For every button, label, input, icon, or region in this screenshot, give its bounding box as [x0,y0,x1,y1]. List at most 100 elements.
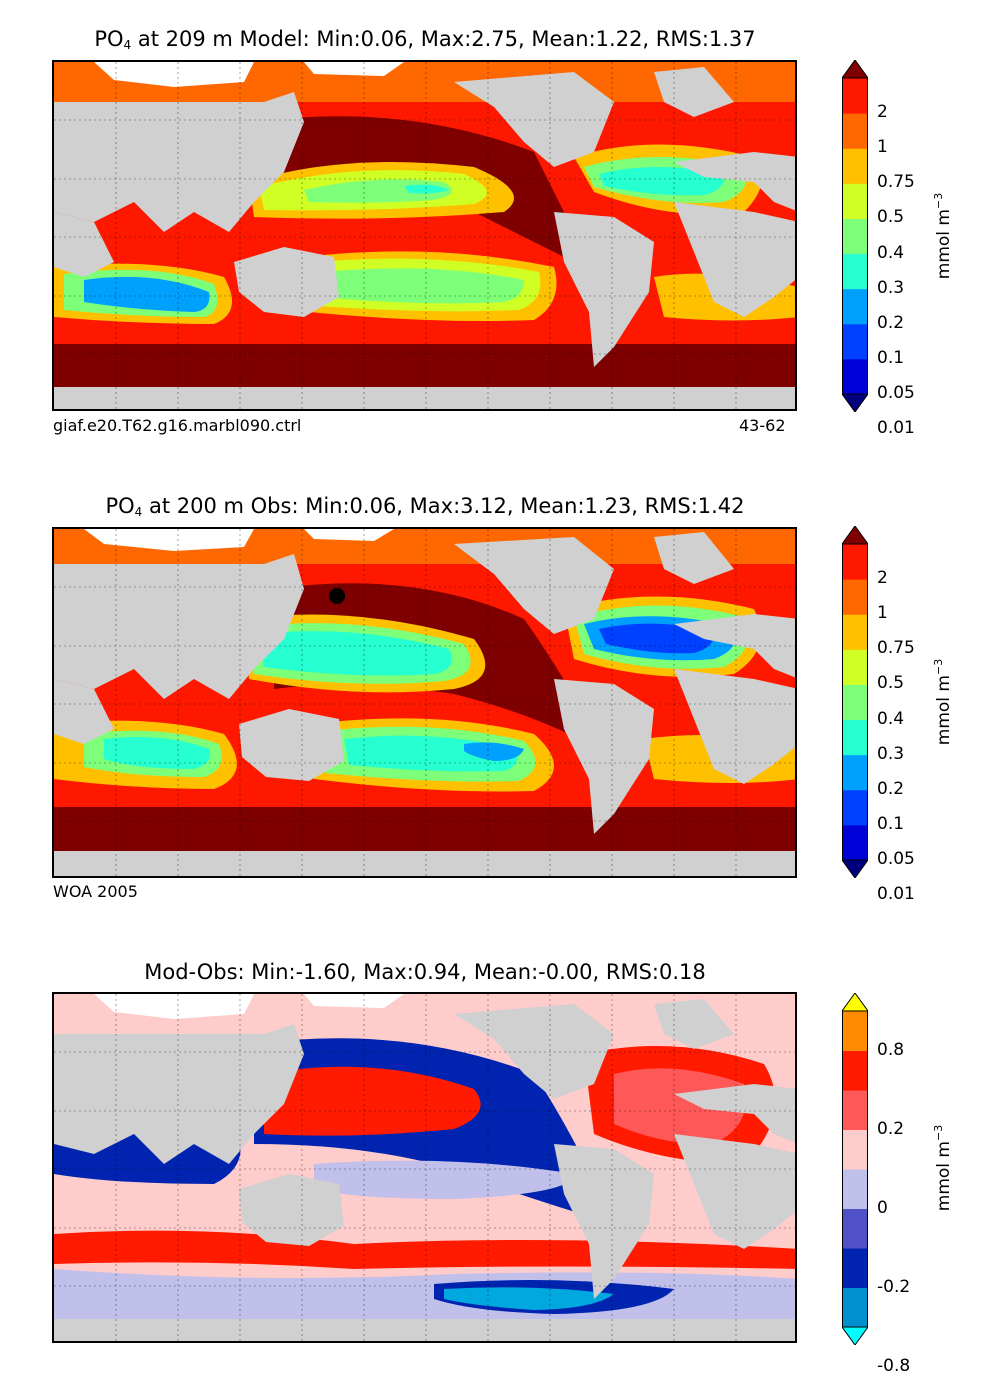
colorbar-tick-label: 0.4 [877,708,905,729]
colorbar-extend-min [842,859,868,878]
diff-colorbar [842,993,868,1345]
colorbar-segment [842,1090,868,1130]
model-land-greenland [654,67,734,117]
diff-eq-lav [314,1160,574,1199]
colorbar-segment [842,544,868,580]
colorbar-tick-label: 0.8 [877,1039,905,1060]
obs-spac-gyre-4 [464,742,524,761]
colorbar-segment [842,253,868,290]
colorbar-segment [842,78,868,114]
diff-map-plot [54,994,795,1341]
diff-unit-sup: −3 [932,1124,946,1141]
model-natl-gyre-3 [599,167,725,196]
obs-colorbar-unit: mmol m−3 [932,659,954,745]
obs-map [52,527,797,878]
obs-seaice-1 [84,529,254,551]
obs-title-prefix: PO [105,494,135,518]
colorbar-tick-label: 0.5 [877,673,905,694]
diff-land-greenland [654,999,734,1049]
colorbar-tick-label: 2 [877,102,888,123]
obs-title-rest: at 200 m Obs: Min:0.06, Max:3.12, Mean:1… [142,494,745,518]
colorbar-segment [842,719,868,756]
diff-land-europe [674,1084,795,1143]
obs-land-africa [674,669,795,784]
diff-land-samerica [554,1144,654,1299]
model-title-sub: 4 [123,38,132,52]
obs-land-namerica [454,537,614,634]
colorbar-segment [842,649,868,685]
colorbar-tick-label: 2 [877,568,888,589]
diff-seaice-2 [304,994,404,1008]
colorbar-frame [842,1010,868,1328]
obs-colorbar [842,526,868,878]
model-land-eurasia [54,92,304,232]
obs-gridlines [54,529,795,876]
colorbar-segment [842,218,868,255]
colorbar-tick-label: 0.1 [877,347,905,368]
obs-dark-spot [329,588,345,604]
colorbar-tick-label: 0.5 [877,207,905,228]
diff-south-lav [54,1269,795,1319]
colorbar-tick-label: 0.75 [877,638,915,659]
obs-ind-gyre-3 [104,736,210,769]
colorbar-segment [842,323,868,360]
colorbar-tick-label: -0.2 [877,1276,911,1297]
diff-land-eurasia [54,1024,304,1164]
model-panel-title: PO4 at 209 m Model: Min:0.06, Max:2.75, … [0,27,850,52]
obs-panel-title: PO4 at 200 m Obs: Min:0.06, Max:3.12, Me… [0,494,850,519]
obs-title-sub: 4 [134,505,143,519]
colorbar-segment [842,1169,868,1209]
diff-gridlines [54,994,795,1341]
colorbar-segment [842,1011,868,1051]
diff-land-antarctica [54,1319,795,1341]
colorbar-tick-label: 0.3 [877,743,905,764]
colorbar-frame [842,77,868,395]
diff-panel-title: Mod-Obs: Min:-1.60, Max:0.94, Mean:-0.00… [0,960,850,984]
obs-colorbar-svg [842,526,868,878]
diff-title-rest: Mod-Obs: Min:-1.60, Max:0.94, Mean:-0.00… [144,960,706,984]
model-colorbar-svg [842,60,868,412]
colorbar-tick-label: 0 [877,1197,888,1218]
colorbar-segment [842,1248,868,1288]
colorbar-tick-label: 0.2 [877,1118,905,1139]
obs-unit-sup: −3 [932,658,946,675]
colorbar-tick-label: 0.05 [877,849,915,869]
colorbar-segment [842,754,868,791]
model-title-prefix: PO [94,27,124,51]
colorbar-tick-label: -0.8 [877,1355,911,1376]
model-map-plot [54,62,795,409]
colorbar-tick-label: 0.01 [877,884,915,905]
colorbar-segment [842,148,868,184]
obs-caption-left: WOA 2005 [53,882,138,901]
model-caption-right: 43-62 [739,416,786,435]
colorbar-tick-label: 0.1 [877,813,905,834]
colorbar-segment [842,288,868,325]
colorbar-tick-label: 0.3 [877,277,905,298]
obs-land-africa-east [54,679,114,744]
obs-seaice-2 [304,529,394,541]
model-unit-sup: −3 [932,192,946,209]
colorbar-segment [842,1129,868,1170]
colorbar-segment [842,1050,868,1091]
model-caption-left: giaf.e20.T62.g16.marbl090.ctrl [53,416,302,435]
colorbar-tick-label: 1 [877,137,888,158]
colorbar-tick-label: 0.75 [877,172,915,193]
model-unit-text: mmol m [933,209,954,280]
colorbar-segment [842,183,868,219]
diff-colorbar-svg [842,993,868,1345]
diff-map [52,992,797,1343]
obs-map-plot [54,529,795,876]
colorbar-tick-label: 0.4 [877,242,905,263]
model-land-namerica [454,72,614,167]
colorbar-segment [842,614,868,650]
diff-south-cyan [444,1287,614,1310]
colorbar-tick-label: 0.01 [877,418,915,439]
model-colorbar [842,60,868,412]
colorbar-tick-label: 0.05 [877,383,915,403]
model-land-samerica [554,212,654,367]
diff-land-africa [674,1134,795,1249]
model-spac-gyre-3 [324,268,524,304]
diff-land-namerica [454,1004,614,1099]
model-colorbar-unit: mmol m−3 [932,193,954,279]
model-land-africa-east [54,212,114,277]
